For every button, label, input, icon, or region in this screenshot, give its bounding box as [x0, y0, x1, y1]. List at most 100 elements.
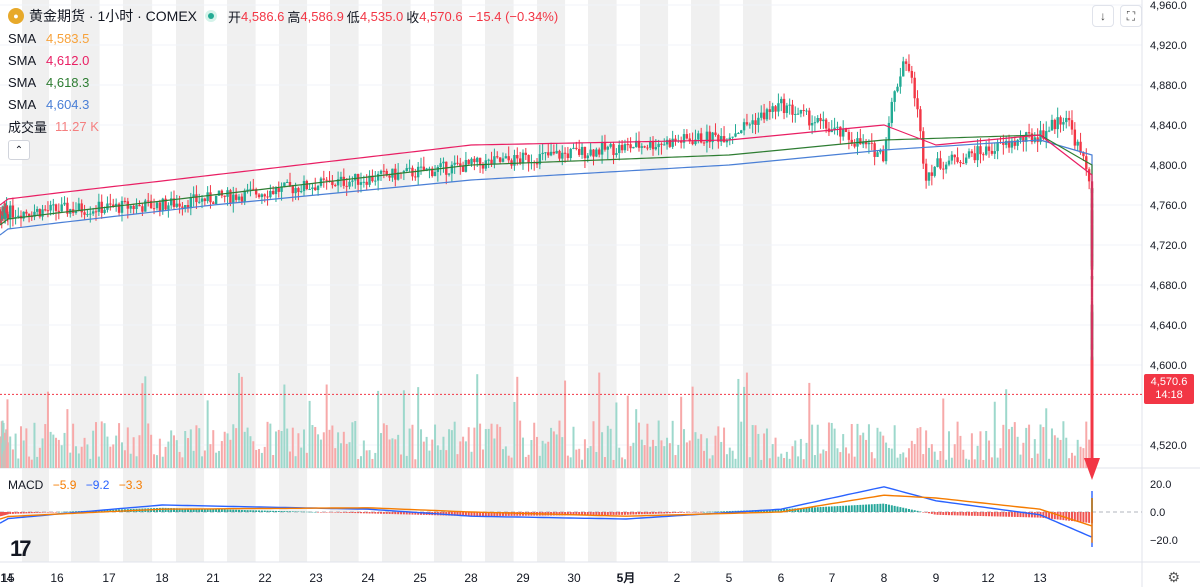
volume-bar	[805, 442, 808, 468]
candle-body	[654, 147, 658, 150]
indicator-row-sma-4[interactable]: SMA 4,604.3	[8, 93, 558, 115]
macd-histogram-bar	[382, 512, 385, 514]
macd-histogram-bar	[939, 512, 942, 515]
macd-histogram-bar	[723, 511, 726, 512]
volume-bar	[638, 422, 641, 468]
volume-bar	[450, 430, 453, 468]
macd-histogram-bar	[57, 511, 60, 513]
candle-body	[345, 185, 348, 187]
candle-body	[402, 171, 406, 173]
ohlc-close-value: 4,570.6	[419, 8, 463, 24]
volume-bar	[550, 427, 553, 468]
macd-histogram-bar	[493, 512, 496, 516]
candle-body	[947, 160, 951, 165]
candle-body	[220, 190, 224, 196]
candle-body	[927, 172, 931, 181]
macd-histogram-bar	[575, 512, 578, 516]
candle-body	[708, 131, 711, 143]
volume-bar	[22, 440, 25, 468]
candle-body	[374, 180, 377, 182]
volume-bar	[862, 432, 865, 468]
candle-body	[1030, 133, 1034, 142]
time-axis-label: 8	[881, 571, 888, 585]
candle-body	[913, 77, 916, 99]
volume-bar	[397, 434, 400, 468]
volume-bar	[283, 384, 286, 468]
macd-legend[interactable]: MACD −5.9 −9.2 −3.3	[8, 478, 142, 492]
candle-body	[476, 157, 479, 163]
volume-bar	[223, 431, 226, 468]
volume-bar	[123, 450, 126, 468]
candle-body	[870, 142, 873, 144]
macd-histogram-bar	[1082, 512, 1085, 523]
collapse-legend-button[interactable]: ⌃	[8, 140, 30, 160]
volume-bar	[66, 409, 69, 468]
macd-histogram-bar	[391, 512, 394, 515]
volume-bar	[927, 447, 930, 468]
volume-bar	[339, 443, 342, 468]
macd-histogram-bar	[263, 510, 266, 512]
volume-bar	[635, 409, 638, 468]
current-price-value: 4,570.6	[1150, 376, 1188, 388]
macd-histogram-bar	[683, 512, 686, 513]
macd-histogram-bar	[680, 512, 683, 513]
macd-histogram-bar	[1076, 512, 1079, 522]
macd-histogram-bar	[187, 508, 190, 512]
candle-body	[976, 146, 979, 161]
candle-body	[141, 206, 144, 212]
volume-bar	[448, 429, 451, 468]
candle-body	[521, 152, 525, 163]
candle-body	[66, 202, 69, 214]
indicator-row-volume[interactable]: 成交量 11.27 K	[8, 115, 558, 137]
volume-bar	[481, 449, 484, 468]
volume-bar	[811, 424, 814, 468]
indicator-value: 4,604.3	[46, 96, 90, 112]
volume-bar	[195, 425, 198, 468]
volume-bar	[839, 452, 842, 468]
macd-histogram-bar	[63, 511, 66, 513]
volume-bar	[490, 423, 493, 468]
volume-bar	[774, 437, 777, 468]
candle-body	[214, 195, 218, 204]
price-axis-label: 4,880.0	[1150, 80, 1187, 92]
macd-histogram-bar	[970, 512, 973, 516]
macd-histogram-bar	[839, 505, 842, 512]
fullscreen-button[interactable]: ⛶	[1120, 5, 1142, 27]
indicator-row-sma-2[interactable]: SMA 4,612.0	[8, 49, 558, 71]
volume-bar	[328, 429, 331, 468]
candle-body	[431, 168, 434, 177]
volume-bar	[885, 442, 888, 468]
volume-bar	[748, 457, 751, 468]
candle-body	[442, 161, 445, 164]
symbol-title[interactable]: 黄金期货 · 1小时 · COMEX	[29, 8, 198, 24]
volume-bar	[1068, 458, 1071, 468]
macd-histogram-bar	[456, 512, 459, 516]
macd-histogram-bar	[885, 504, 888, 512]
candle-body	[853, 143, 856, 147]
candle-body	[791, 104, 794, 115]
indicator-row-sma-1[interactable]: SMA 4,583.5	[8, 27, 558, 49]
volume-bar	[632, 442, 635, 468]
volume-bar	[668, 443, 671, 468]
indicator-row-sma-3[interactable]: SMA 4,618.3	[8, 71, 558, 93]
scroll-down-button[interactable]: ↓	[1092, 5, 1114, 27]
tradingview-logo-icon[interactable]: 17	[10, 536, 32, 561]
volume-bar	[731, 450, 734, 468]
macd-histogram-bar	[643, 512, 646, 515]
candle-body	[705, 131, 709, 143]
volume-bar	[167, 441, 170, 468]
gear-icon[interactable]: ⚙	[1167, 569, 1180, 585]
macd-axis-label: 0.0	[1150, 507, 1165, 519]
volume-bar	[555, 434, 558, 468]
volume-bar	[28, 456, 31, 468]
candle-body	[501, 158, 505, 162]
candle-body	[184, 204, 187, 208]
candle-body	[720, 136, 723, 142]
macd-histogram-bar	[635, 512, 638, 515]
volume-bar	[768, 458, 771, 468]
candle-body	[356, 173, 360, 185]
macd-histogram-bar	[825, 506, 828, 512]
macd-histogram-bar	[930, 512, 933, 514]
bar-countdown: 14:18	[1155, 389, 1183, 401]
